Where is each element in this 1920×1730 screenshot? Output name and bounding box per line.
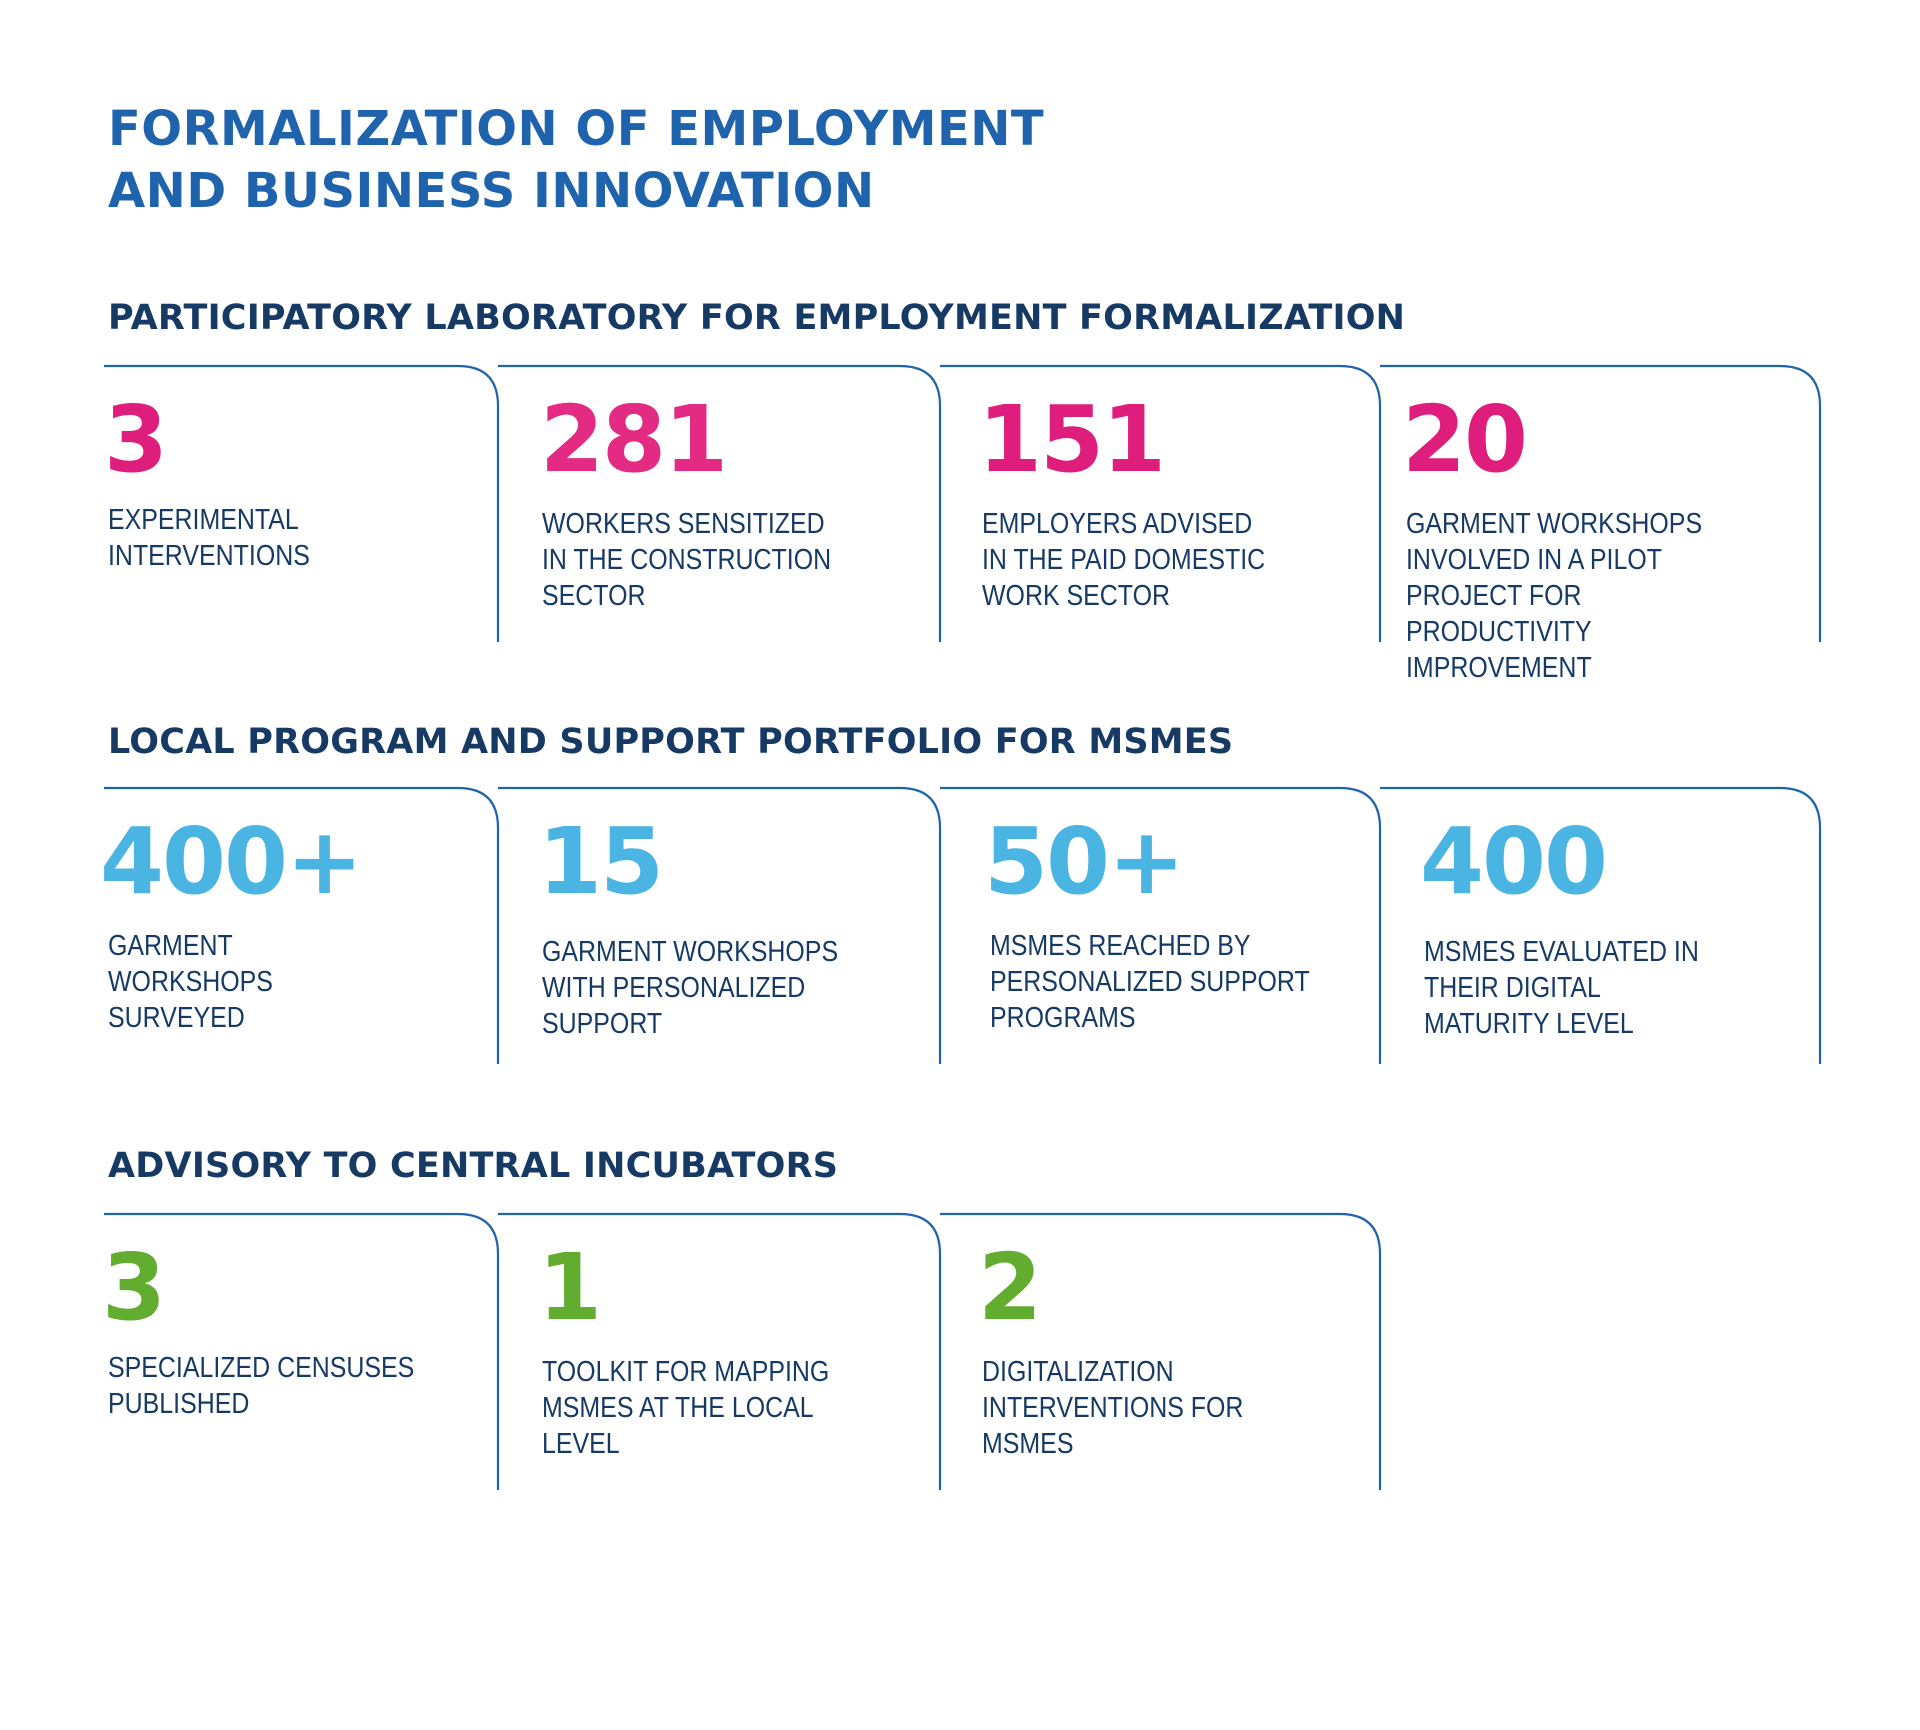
stat-label: GARMENT WORKSHOPS WITH PERSONALIZED SUPP…: [542, 936, 839, 1040]
stat-label: GARMENT WORKSHOPS INVOLVED IN A PILOT PR…: [1406, 508, 1703, 684]
stat-value: 50+: [984, 808, 1185, 915]
stat-label: EXPERIMENTAL INTERVENTIONS: [108, 504, 310, 572]
section-title: PARTICIPATORY LABORATORY FOR EMPLOYMENT …: [108, 298, 1406, 338]
stat-label: MSMES REACHED BY PERSONALIZED SUPPORT PR…: [990, 930, 1310, 1034]
stat-label: EMPLOYERS ADVISED IN THE PAID DOMESTIC W…: [982, 508, 1266, 612]
section-title: ADVISORY TO CENTRAL INCUBATORS: [108, 1146, 839, 1186]
stat-value: 20: [1402, 386, 1528, 493]
stat-label: WORKERS SENSITIZED IN THE CONSTRUCTION S…: [542, 508, 832, 612]
stat-value: 15: [538, 808, 664, 915]
stat-value: 281: [540, 386, 728, 493]
stat-label: MSMES EVALUATED IN THEIR DIGITAL MATURIT…: [1424, 936, 1699, 1040]
stat-value: 3: [104, 386, 168, 493]
stat-value: 3: [102, 1234, 166, 1341]
section-frame-lines: [104, 364, 1822, 642]
page-title: FORMALIZATION OF EMPLOYMENT AND BUSINESS…: [108, 98, 1044, 222]
stat-value: 2: [978, 1234, 1042, 1341]
stat-value: 400: [1420, 808, 1608, 915]
section-title: LOCAL PROGRAM AND SUPPORT PORTFOLIO FOR …: [108, 722, 1234, 762]
page-title-line-1: FORMALIZATION OF EMPLOYMENT: [108, 101, 1045, 157]
section-frame-lines: [104, 1212, 1382, 1490]
stat-value: 400+: [100, 808, 363, 915]
stat-label: DIGITALIZATION INTERVENTIONS FOR MSMES: [982, 1356, 1244, 1460]
stat-value: 151: [978, 386, 1166, 493]
stat-label: GARMENT WORKSHOPS SURVEYED: [108, 930, 273, 1034]
page-title-line-2: AND BUSINESS INNOVATION: [108, 163, 875, 219]
section-frame-lines: [104, 786, 1822, 1064]
stat-value: 1: [538, 1234, 602, 1341]
stat-label: SPECIALIZED CENSUSES PUBLISHED: [108, 1352, 415, 1420]
stat-label: TOOLKIT FOR MAPPING MSMES AT THE LOCAL L…: [542, 1356, 830, 1460]
